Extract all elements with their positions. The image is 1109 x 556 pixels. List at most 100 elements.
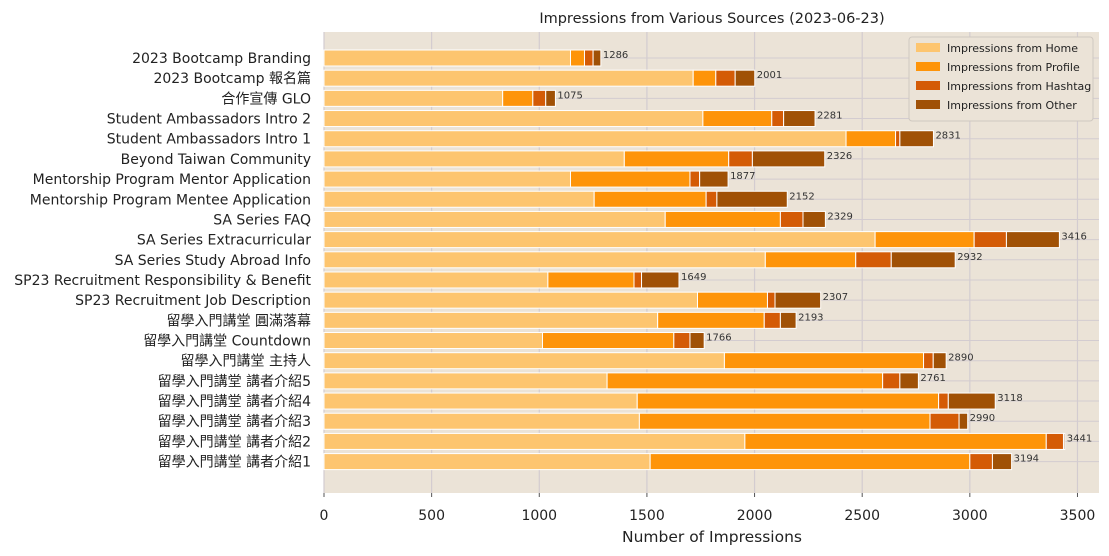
bar-total-label: 3416 — [1061, 232, 1086, 243]
bar-segment-3 — [633, 271, 643, 289]
bar-segment-2 — [702, 110, 773, 128]
bar-segment-1 — [323, 190, 595, 208]
bar-total-label: 2152 — [789, 191, 814, 202]
bar-segment-2 — [593, 190, 707, 208]
x-tick-label: 1000 — [521, 508, 557, 524]
bar-segment-4 — [1005, 231, 1060, 249]
bar-segment-4 — [592, 49, 602, 67]
bar-segment-2 — [657, 311, 765, 329]
total-labels: 1286 2001 1075 2281 2831 2326 1877 2152 2329 3416… — [557, 50, 1092, 465]
y-tick-label: Beyond Taiwan Community — [121, 152, 311, 168]
legend-swatch — [916, 62, 940, 71]
bar-segment-3 — [882, 372, 901, 390]
legend-label: Impressions from Home — [947, 42, 1078, 55]
bar-segment-3 — [923, 352, 934, 370]
y-tick-label: 合作宣傳 GLO — [221, 91, 311, 107]
bar-segment-3 — [973, 231, 1007, 249]
bar-total-label: 2329 — [827, 211, 852, 222]
bar-segment-3 — [532, 89, 547, 107]
bar-segment-2 — [723, 352, 925, 370]
x-tick-label: 3000 — [952, 508, 988, 524]
x-tick-label: 2500 — [844, 508, 880, 524]
bar-segment-4 — [774, 291, 822, 309]
bar-segment-1 — [323, 130, 847, 148]
bar-segment-4 — [783, 110, 816, 128]
bar-segment-3 — [715, 69, 736, 87]
y-tick-label: 留學入門講堂 主持人 — [181, 354, 311, 370]
bar-segment-3 — [938, 392, 949, 410]
bar-total-label: 1877 — [730, 171, 755, 182]
bar-segment-2 — [874, 231, 975, 249]
bar-segment-2 — [649, 453, 971, 471]
y-tick-label: 留學入門講堂 講者介紹2 — [158, 434, 311, 450]
bar-segment-4 — [802, 210, 826, 228]
bar-segment-3 — [766, 291, 776, 309]
y-tick-label: SA Series Extracurricular — [137, 233, 311, 249]
bar-segment-2 — [569, 170, 691, 188]
y-tick-label: Mentorship Program Mentor Application — [33, 172, 311, 188]
y-tick-label: SA Series FAQ — [213, 212, 311, 228]
bar-segment-1 — [323, 332, 544, 350]
bar-segment-1 — [323, 150, 625, 168]
bar-segment-4 — [890, 251, 956, 269]
bar-segment-1 — [323, 69, 694, 87]
bar-segment-1 — [323, 251, 766, 269]
x-axis-label: Number of Impressions — [622, 528, 802, 546]
y-tick-label: 留學入門講堂 講者介紹4 — [158, 394, 311, 410]
bar-total-label: 2001 — [757, 70, 782, 81]
bar-total-label: 1649 — [681, 272, 706, 283]
bar-segment-4 — [699, 170, 729, 188]
bar-segment-1 — [323, 291, 699, 309]
bar-total-label: 2307 — [823, 292, 848, 303]
bar-segment-1 — [323, 453, 651, 471]
y-tick-labels: 2023 Bootcamp Branding 2023 Bootcamp 報名篇合… — [14, 51, 311, 471]
x-tick-label: 500 — [418, 508, 445, 524]
bar-segment-4 — [991, 453, 1013, 471]
bar-segment-2 — [638, 412, 931, 430]
bar-segment-2 — [542, 332, 675, 350]
y-tick-label: 2023 Bootcamp 報名篇 — [153, 71, 311, 87]
bar-segment-4 — [899, 130, 934, 148]
bar-segment-3 — [689, 170, 701, 188]
x-tick-labels: 0 500 1000 1500 2000 2500 3000 3500 — [320, 493, 1095, 524]
bar-segment-4 — [779, 311, 797, 329]
bar-segment-3 — [779, 210, 804, 228]
bar-segment-1 — [323, 372, 608, 390]
bar-segment-1 — [323, 89, 504, 107]
bar-segment-3 — [728, 150, 753, 168]
bar-total-label: 3194 — [1014, 454, 1039, 465]
chart-title: Impressions from Various Sources (2023-0… — [539, 11, 884, 27]
bar-total-label: 3118 — [997, 393, 1022, 404]
bar-segment-1 — [323, 271, 549, 289]
bar-segment-2 — [569, 49, 585, 67]
bar-total-label: 2990 — [970, 413, 995, 424]
bar-segment-4 — [641, 271, 680, 289]
legend-label: Impressions from Other — [947, 99, 1077, 112]
y-tick-label: 留學入門講堂 講者介紹3 — [158, 414, 311, 430]
bar-segment-2 — [547, 271, 635, 289]
bar-total-label: 2932 — [957, 252, 982, 263]
y-tick-label: SP23 Recruitment Responsibility & Benefi… — [14, 273, 311, 289]
bar-segment-1 — [323, 110, 704, 128]
bar-total-label: 1766 — [706, 333, 731, 344]
bar-segment-3 — [895, 130, 901, 148]
x-tick-label: 2000 — [737, 508, 773, 524]
y-tick-label: Student Ambassadors Intro 2 — [107, 112, 311, 128]
y-tick-label: 留學入門講堂 講者介紹1 — [158, 455, 311, 471]
x-tick-label: 1500 — [629, 508, 665, 524]
y-tick-label: 留學入門講堂 Countdown — [143, 334, 311, 350]
bar-segment-4 — [545, 89, 556, 107]
bar-segment-1 — [323, 392, 638, 410]
bar-segment-3 — [929, 412, 960, 430]
bar-segment-4 — [899, 372, 919, 390]
bar-total-label: 3441 — [1067, 433, 1092, 444]
bar-total-label: 2326 — [827, 151, 852, 162]
y-tick-label: 留學入門講堂 圓滿落幕 — [167, 313, 311, 329]
bar-segment-4 — [1062, 432, 1066, 450]
bar-total-label: 2890 — [948, 353, 973, 364]
bar-segment-1 — [323, 210, 666, 228]
y-tick-label: Student Ambassadors Intro 1 — [107, 132, 311, 148]
legend-swatch — [916, 43, 940, 52]
bar-total-label: 1075 — [557, 90, 582, 101]
bar-segment-2 — [845, 130, 897, 148]
